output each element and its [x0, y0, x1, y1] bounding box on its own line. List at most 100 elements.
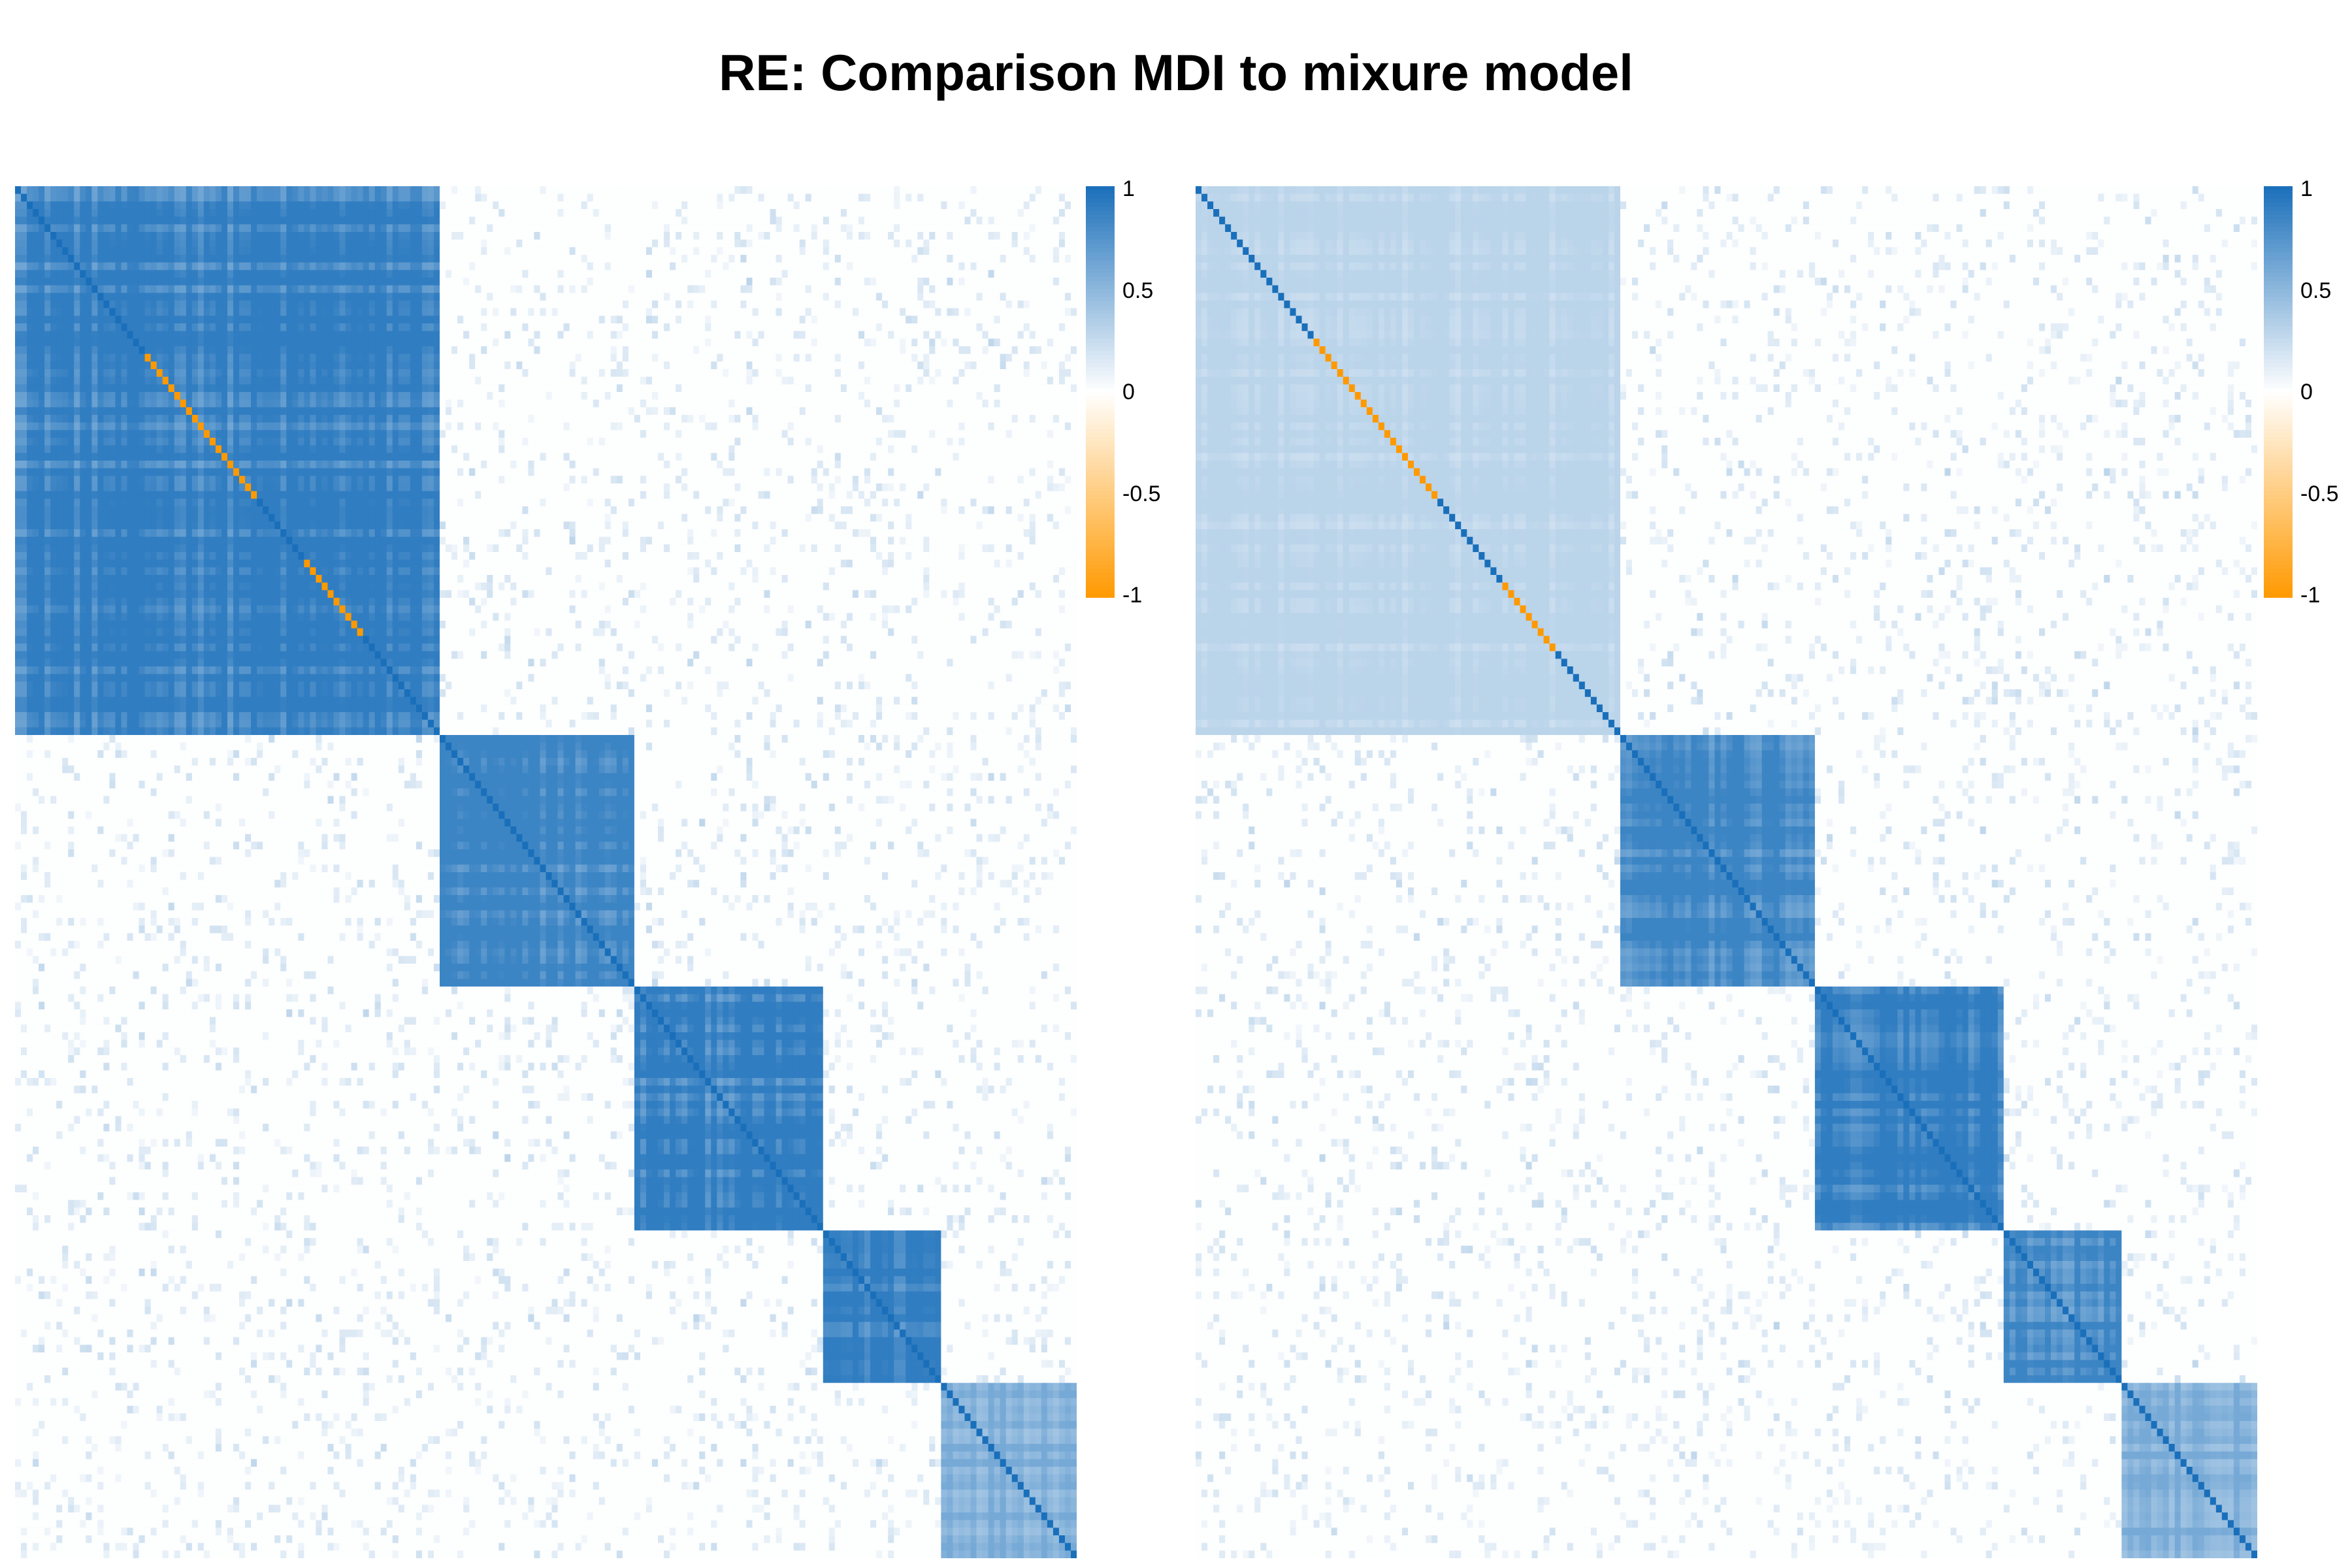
- heatmap-cell: [652, 346, 658, 354]
- heatmap-cell: [752, 316, 758, 323]
- heatmap-cell: [504, 286, 510, 293]
- heatmap-cell: [723, 194, 728, 202]
- heatmap-cell: [327, 323, 333, 331]
- heatmap-cell: [44, 323, 50, 331]
- heatmap-cell: [911, 201, 917, 209]
- heatmap-cell: [941, 255, 947, 263]
- heatmap-cell: [1000, 301, 1006, 308]
- heatmap-cell: [953, 201, 958, 209]
- heatmap-cell: [451, 331, 457, 339]
- heatmap-cell: [15, 209, 21, 217]
- heatmap-cell: [576, 270, 581, 278]
- heatmap-cell: [558, 331, 564, 339]
- heatmap-cell: [434, 224, 440, 232]
- heatmap-cell: [876, 194, 882, 202]
- heatmap-cell: [764, 323, 770, 331]
- heatmap-cell: [103, 293, 109, 301]
- heatmap-cell: [540, 217, 546, 225]
- heatmap-cell: [280, 217, 286, 225]
- heatmap-cell: [316, 232, 321, 240]
- heatmap-cell: [469, 331, 475, 339]
- heatmap-cell: [346, 354, 351, 362]
- heatmap-cell: [611, 346, 617, 354]
- heatmap-cell: [80, 323, 86, 331]
- heatmap-cell: [239, 209, 245, 217]
- heatmap-cell: [829, 293, 835, 301]
- heatmap-cell: [817, 286, 823, 293]
- heatmap-cell: [316, 194, 321, 202]
- heatmap-cell: [705, 293, 711, 301]
- heatmap-cell: [587, 186, 593, 194]
- heatmap-cell: [882, 255, 888, 263]
- heatmap-cell: [340, 232, 346, 240]
- heatmap-cell: [658, 217, 664, 225]
- heatmap-cell: [994, 232, 1000, 240]
- heatmap-cell: [522, 293, 528, 301]
- heatmap-cell: [103, 224, 109, 232]
- heatmap-cell: [316, 201, 321, 209]
- heatmap-cell: [917, 217, 923, 225]
- heatmap-cell: [599, 247, 605, 255]
- heatmap-cell: [204, 278, 210, 286]
- heatmap-cell: [994, 186, 1000, 194]
- heatmap-cell: [186, 201, 192, 209]
- heatmap-cell: [782, 316, 788, 323]
- heatmap-cell: [617, 224, 623, 232]
- heatmap-cell: [204, 346, 210, 354]
- heatmap-cell: [21, 247, 27, 255]
- heatmap-cell: [593, 293, 599, 301]
- heatmap-cell: [977, 293, 983, 301]
- heatmap-cell: [469, 194, 475, 202]
- heatmap-cell: [776, 186, 782, 194]
- heatmap-cell: [794, 201, 800, 209]
- heatmap-cell: [977, 232, 983, 240]
- heatmap-cell: [133, 209, 139, 217]
- heatmap-cell: [15, 201, 21, 209]
- heatmap-cell: [487, 263, 493, 270]
- heatmap-cell: [759, 293, 764, 301]
- heatmap-cell: [227, 286, 233, 293]
- heatmap-cell: [475, 263, 481, 270]
- heatmap-cell: [593, 286, 599, 293]
- heatmap-cell: [564, 194, 570, 202]
- heatmap-cell: [56, 308, 62, 316]
- heatmap-cell: [487, 247, 493, 255]
- heatmap-cell: [192, 255, 198, 263]
- heatmap-cell: [699, 255, 705, 263]
- heatmap-cell: [39, 316, 44, 323]
- heatmap-cell: [570, 354, 576, 362]
- heatmap-cell: [44, 255, 50, 263]
- heatmap-cell: [15, 316, 21, 323]
- heatmap-cell: [847, 217, 853, 225]
- heatmap-cell: [56, 301, 62, 308]
- heatmap-cell: [971, 301, 977, 308]
- heatmap-cell: [634, 354, 640, 362]
- heatmap-cell: [39, 270, 44, 278]
- heatmap-cell: [334, 346, 340, 354]
- heatmap-cell: [280, 286, 286, 293]
- heatmap-cell: [728, 224, 734, 232]
- heatmap-cell: [44, 270, 50, 278]
- heatmap-cell: [316, 308, 321, 316]
- heatmap-cell: [941, 209, 947, 217]
- heatmap-cell: [469, 263, 475, 270]
- heatmap-cell: [1065, 209, 1071, 217]
- heatmap-cell: [764, 194, 770, 202]
- heatmap-cell: [163, 316, 169, 323]
- heatmap-cell: [953, 308, 958, 316]
- heatmap-cell: [935, 201, 941, 209]
- heatmap-cell: [546, 301, 552, 308]
- heatmap-cell: [304, 354, 310, 362]
- heatmap-cell: [900, 224, 906, 232]
- heatmap-cell: [1000, 286, 1006, 293]
- heatmap-cell: [911, 232, 917, 240]
- heatmap-cell: [740, 293, 746, 301]
- heatmap-cell: [198, 209, 204, 217]
- heatmap-cell: [570, 209, 576, 217]
- heatmap-cell: [853, 338, 858, 346]
- heatmap-cell: [404, 286, 410, 293]
- heatmap-cell: [428, 331, 434, 339]
- heatmap-cell: [286, 240, 292, 248]
- heatmap-cell: [457, 194, 463, 202]
- heatmap-cell: [1030, 263, 1036, 270]
